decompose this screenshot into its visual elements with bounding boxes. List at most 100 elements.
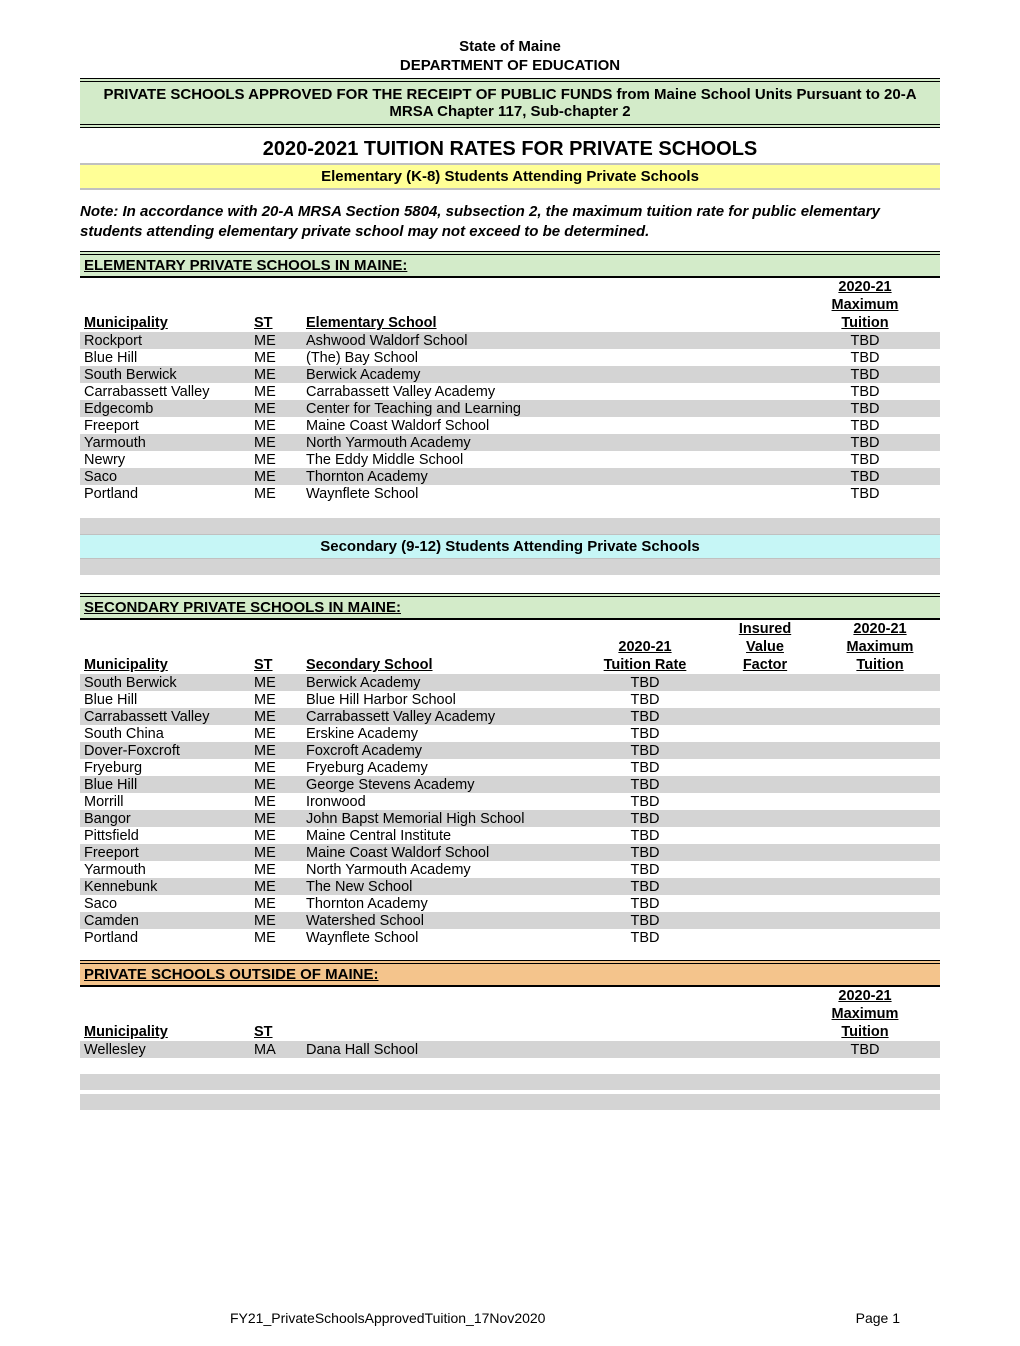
- cell-school: Thornton Academy: [302, 895, 580, 912]
- cell-st: ME: [250, 827, 302, 844]
- cell-rate: TBD: [580, 827, 710, 844]
- cell-max: [820, 861, 940, 878]
- col-rate-line3: Tuition Rate: [580, 656, 710, 674]
- cell-rate: TBD: [580, 674, 710, 691]
- table-row: EdgecombMECenter for Teaching and Learni…: [80, 400, 940, 417]
- cell-school: Ashwood Waldorf School: [302, 332, 790, 349]
- table-row: FreeportMEMaine Coast Waldorf SchoolTBD: [80, 844, 940, 861]
- col-max-line1: 2020-21: [820, 620, 940, 638]
- cell-st: ME: [250, 708, 302, 725]
- cell-st: ME: [250, 451, 302, 468]
- cell-muni: Carrabassett Valley: [80, 708, 250, 725]
- grey-spacer: [80, 518, 940, 534]
- col-tuition-line1: 2020-21: [790, 987, 940, 1005]
- cell-factor: [710, 776, 820, 793]
- table-row: SacoMEThornton AcademyTBD: [80, 468, 940, 485]
- cell-rate: TBD: [580, 742, 710, 759]
- table-row: YarmouthMENorth Yarmouth AcademyTBD: [80, 434, 940, 451]
- cell-max: [820, 827, 940, 844]
- cell-st: ME: [250, 725, 302, 742]
- col-rate-line2: 2020-21: [580, 638, 710, 656]
- col-tuition-line2: Maximum: [790, 296, 940, 314]
- col-municipality: Municipality: [80, 987, 250, 1041]
- cell-max: [820, 810, 940, 827]
- table-row: PittsfieldMEMaine Central InstituteTBD: [80, 827, 940, 844]
- col-factor-line3: Factor: [710, 656, 820, 674]
- cell-max: [820, 725, 940, 742]
- cell-factor: [710, 827, 820, 844]
- table-row: PortlandMEWaynflete SchoolTBD: [80, 485, 940, 502]
- cell-factor: [710, 708, 820, 725]
- cell-st: ME: [250, 895, 302, 912]
- cell-school: Blue Hill Harbor School: [302, 691, 580, 708]
- cell-tuition: TBD: [790, 400, 940, 417]
- cell-factor: [710, 759, 820, 776]
- cell-factor: [710, 861, 820, 878]
- cell-factor: [710, 878, 820, 895]
- footer-page: Page 1: [856, 1310, 900, 1326]
- secondary-section-header: SECONDARY PRIVATE SCHOOLS IN MAINE:: [80, 593, 940, 620]
- cell-st: ME: [250, 691, 302, 708]
- grey-spacer: [80, 1094, 940, 1110]
- cell-school: Maine Coast Waldorf School: [302, 844, 580, 861]
- cell-school: Berwick Academy: [302, 366, 790, 383]
- cell-muni: Blue Hill: [80, 691, 250, 708]
- cell-st: ME: [250, 434, 302, 451]
- table-row: PortlandMEWaynflete SchoolTBD: [80, 929, 940, 946]
- cell-muni: Yarmouth: [80, 434, 250, 451]
- cell-rate: TBD: [580, 691, 710, 708]
- cell-school: Waynflete School: [302, 929, 580, 946]
- outside-table: Municipality ST 2020-21 Maximum Tuition …: [80, 987, 940, 1058]
- cell-max: [820, 691, 940, 708]
- grey-spacer: [80, 1074, 940, 1090]
- cell-rate: TBD: [580, 878, 710, 895]
- cell-factor: [710, 674, 820, 691]
- cell-muni: Wellesley: [80, 1041, 250, 1058]
- col-st: ST: [250, 620, 302, 674]
- cell-factor: [710, 725, 820, 742]
- cell-factor: [710, 793, 820, 810]
- cell-muni: Camden: [80, 912, 250, 929]
- cell-max: [820, 895, 940, 912]
- cell-school: Fryeburg Academy: [302, 759, 580, 776]
- cell-muni: Fryeburg: [80, 759, 250, 776]
- col-tuition-line2: Maximum: [790, 1005, 940, 1023]
- cell-factor: [710, 912, 820, 929]
- cell-rate: TBD: [580, 708, 710, 725]
- cell-st: ME: [250, 349, 302, 366]
- cell-rate: TBD: [580, 912, 710, 929]
- cell-max: [820, 776, 940, 793]
- elementary-table: Municipality ST Elementary School 2020-2…: [80, 278, 940, 502]
- cell-muni: Bangor: [80, 810, 250, 827]
- cell-st: ME: [250, 861, 302, 878]
- table-row: Carrabassett ValleyMECarrabassett Valley…: [80, 708, 940, 725]
- cell-muni: South China: [80, 725, 250, 742]
- table-row: FryeburgMEFryeburg AcademyTBD: [80, 759, 940, 776]
- cell-factor: [710, 844, 820, 861]
- table-row: FreeportMEMaine Coast Waldorf SchoolTBD: [80, 417, 940, 434]
- table-row: YarmouthMENorth Yarmouth AcademyTBD: [80, 861, 940, 878]
- cell-school: Watershed School: [302, 912, 580, 929]
- cell-st: ME: [250, 366, 302, 383]
- col-school: Elementary School: [302, 278, 790, 332]
- col-st: ST: [250, 987, 302, 1041]
- cell-school: Carrabassett Valley Academy: [302, 383, 790, 400]
- main-title: 2020-2021 TUITION RATES FOR PRIVATE SCHO…: [80, 138, 940, 161]
- cell-st: ME: [250, 844, 302, 861]
- cell-muni: Blue Hill: [80, 776, 250, 793]
- table-row: RockportMEAshwood Waldorf SchoolTBD: [80, 332, 940, 349]
- cell-muni: Rockport: [80, 332, 250, 349]
- table-row: BangorMEJohn Bapst Memorial High SchoolT…: [80, 810, 940, 827]
- table-row: NewryMEThe Eddy Middle SchoolTBD: [80, 451, 940, 468]
- cell-max: [820, 674, 940, 691]
- cell-factor: [710, 810, 820, 827]
- cell-max: [820, 844, 940, 861]
- col-school: [302, 987, 790, 1041]
- cell-muni: South Berwick: [80, 366, 250, 383]
- cell-tuition: TBD: [790, 468, 940, 485]
- cell-st: ME: [250, 810, 302, 827]
- cell-rate: TBD: [580, 810, 710, 827]
- cell-muni: Edgecomb: [80, 400, 250, 417]
- cell-tuition: TBD: [790, 366, 940, 383]
- cell-max: [820, 742, 940, 759]
